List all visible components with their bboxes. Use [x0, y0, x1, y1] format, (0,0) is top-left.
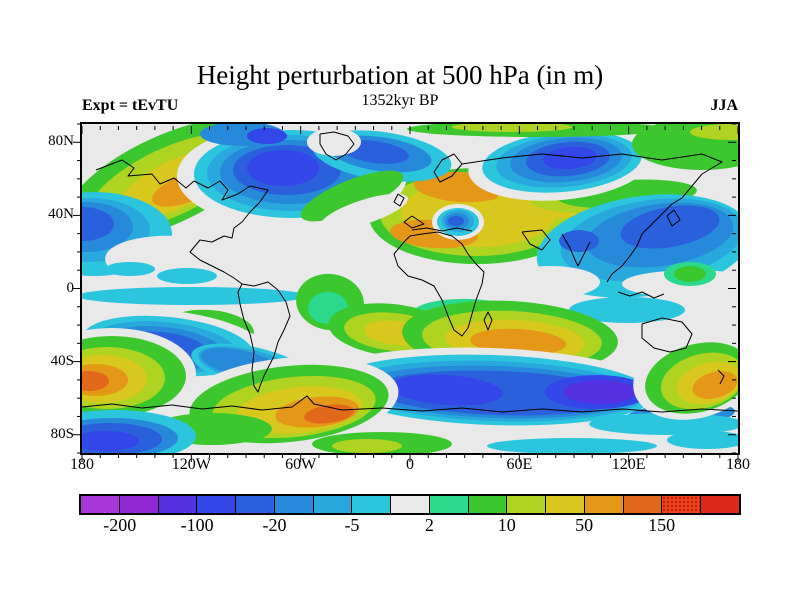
coastlines	[82, 131, 738, 413]
colorbar-segment	[623, 496, 663, 513]
x-axis-label: 120W	[171, 456, 211, 473]
colorbar-segment	[274, 496, 314, 513]
world-contour-map	[80, 122, 740, 455]
colorbar	[79, 494, 741, 515]
colorbar-label: 50	[575, 515, 594, 535]
x-axis-label: 0	[406, 456, 414, 473]
contour-field-svg	[82, 124, 738, 453]
x-axis-label: 60W	[285, 456, 317, 473]
colorbar-segment	[468, 496, 508, 513]
x-axis-label: 60E	[506, 456, 533, 473]
y-axis-label: 0	[66, 279, 75, 296]
y-axis-label: 40S	[50, 352, 74, 369]
colorbar-segment	[507, 496, 547, 513]
colorbar-label: -100	[180, 515, 214, 535]
contour-fill-layers	[82, 124, 738, 453]
colorbar-segment	[701, 496, 740, 513]
experiment-label: Expt = tEvTU	[82, 97, 179, 114]
y-axis-label: 80S	[50, 425, 74, 442]
colorbar-segment	[119, 496, 159, 513]
colorbar-segment	[352, 496, 392, 513]
colorbar-segment	[158, 496, 198, 513]
colorbar-label: 2	[424, 515, 434, 535]
y-axis-label: 80N	[48, 133, 74, 150]
colorbar-segment	[81, 496, 120, 513]
colorbar-segment	[546, 496, 585, 513]
x-axis-label: 180	[70, 456, 94, 473]
chart-subtitle: 1352kyr BP	[361, 92, 439, 109]
colorbar-label: -5	[344, 515, 360, 535]
x-axis-label: 120E	[611, 456, 646, 473]
colorbar-label: 150	[648, 515, 676, 535]
colorbar-segment	[236, 496, 275, 513]
colorbar-segment	[584, 496, 624, 513]
colorbar-segment	[429, 496, 469, 513]
colorbar-segment	[313, 496, 353, 513]
x-axis-label: 180	[726, 456, 750, 473]
chart-title: Height perturbation at 500 hPa (in m)	[196, 60, 604, 90]
colorbar-segment	[662, 496, 702, 513]
colorbar-label: -200	[103, 515, 137, 535]
colorbar-segment	[197, 496, 237, 513]
y-axis-label: 40N	[48, 206, 74, 223]
colorbar-label: -20	[262, 515, 287, 535]
colorbar-label: 10	[497, 515, 516, 535]
colorbar-segment	[391, 496, 430, 513]
season-label: JJA	[710, 97, 738, 114]
